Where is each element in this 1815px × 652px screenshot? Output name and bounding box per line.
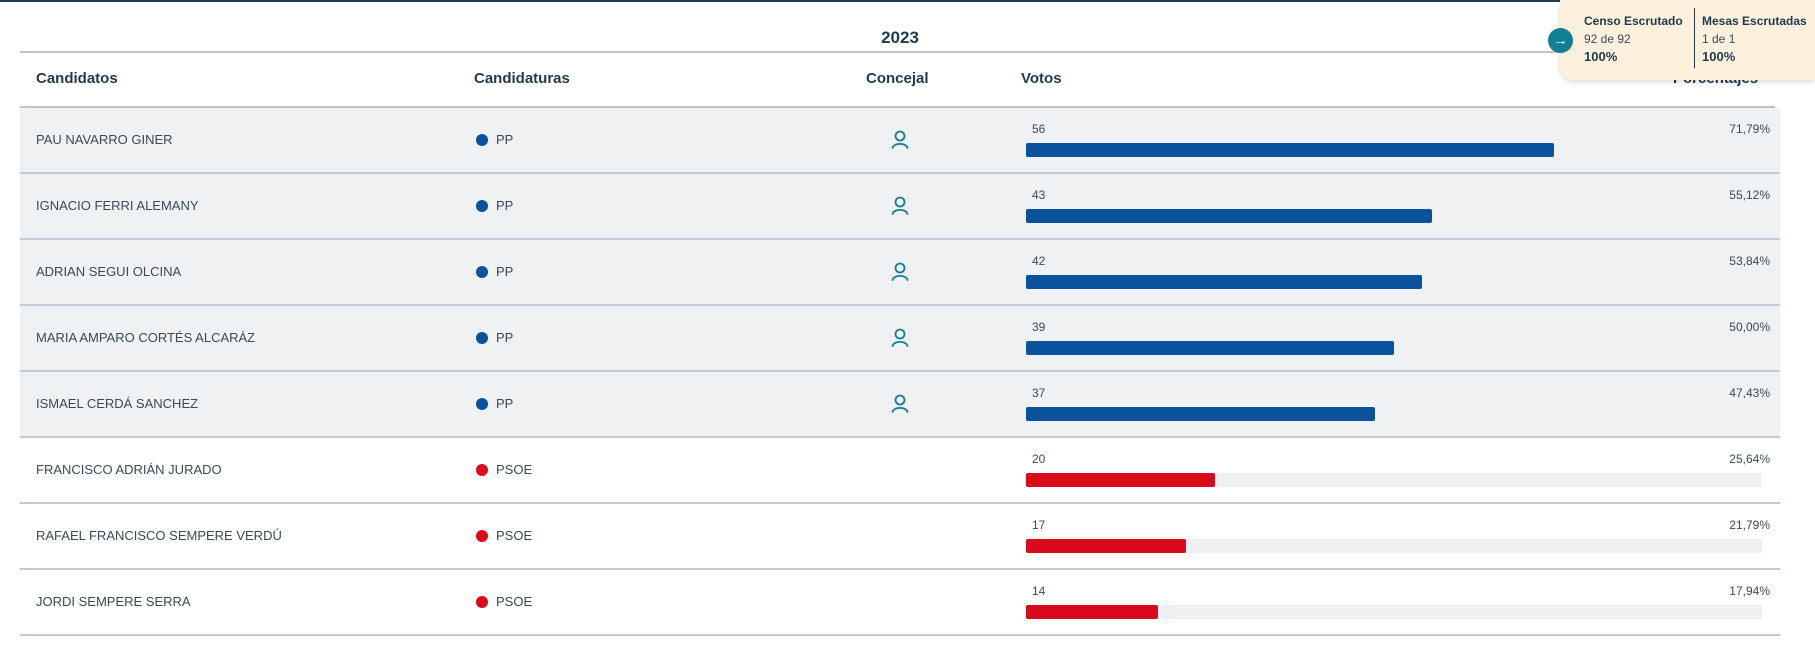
scrutiny-panel: → Censo Escrutado 92 de 92 100% Mesas Es… [1548,0,1815,80]
vote-bar-track [1026,605,1762,619]
party-name: PSOE [496,462,533,477]
table-row: RAFAEL FRANCISCO SEMPERE VERDÚ PSOE 17 21,7… [20,504,1780,570]
vote-count: 56 [1032,122,1046,136]
mesas-title: Mesas Escrutadas [1702,14,1807,28]
party-cell: PP [476,198,513,213]
vote-bar [1026,407,1375,421]
party-cell: PP [476,396,513,411]
vote-count: 42 [1032,254,1046,268]
top-border [0,0,1815,2]
divider [20,51,1775,53]
party-cell: PP [476,132,513,147]
party-color-dot [476,397,488,410]
vote-count: 20 [1032,452,1046,466]
vote-percentage: 47,43% [1729,386,1770,400]
party-name: PP [496,396,514,411]
party-cell: PSOE [476,594,532,609]
vote-bar-track [1026,275,1762,289]
table-row: IGNACIO FERRI ALEMANY PP 43 55,12% [20,174,1780,240]
party-cell: PP [476,330,513,345]
vote-count: 43 [1032,188,1046,202]
party-color-dot [476,595,488,608]
vote-bar-track [1026,407,1762,421]
candidate-name: IGNACIO FERRI ALEMANY [36,198,199,213]
vote-percentage: 53,84% [1729,254,1770,268]
candidate-name: MARIA AMPARO CORTÉS ALCARÁZ [36,330,256,345]
candidate-name: RAFAEL FRANCISCO SEMPERE VERDÚ [36,528,282,543]
vote-bar [1026,605,1158,619]
header-concejal: Concejal [866,70,929,87]
header-votos: Votos [1021,70,1062,87]
vote-percentage: 17,94% [1729,584,1770,598]
vote-bar [1026,341,1394,355]
table-row: PAU NAVARRO GINER PP 56 71,79% [20,108,1780,174]
vote-bar [1026,539,1186,553]
candidate-name: ISMAEL CERDÁ SANCHEZ [36,396,199,411]
censo-count: 92 de 92 [1584,32,1631,46]
table-row: MARIA AMPARO CORTÉS ALCARÁZ PP 39 50,00% [20,306,1780,372]
header-candidatos: Candidatos [36,70,118,87]
candidate-name: FRANCISCO ADRIÁN JURADO [36,462,222,477]
mesas-percent: 100% [1702,49,1736,64]
vote-bar-track [1026,341,1762,355]
censo-percent: 100% [1584,49,1618,64]
vote-count: 17 [1032,518,1046,532]
vote-bar [1026,275,1422,289]
party-name: PSOE [496,528,533,543]
results-table: 2023 Candidatos Candidaturas Concejal Vo… [20,2,1780,652]
candidate-name: JORDI SEMPERE SERRA [36,594,191,609]
vote-bar [1026,209,1432,223]
header-candidaturas: Candidaturas [474,70,570,87]
table-row: ADRIAN SEGUI OLCINA PP 42 53,84% [20,240,1780,306]
party-color-dot [476,199,488,212]
mesas-count: 1 de 1 [1702,32,1736,46]
vote-bar-track [1026,473,1762,487]
vote-percentage: 25,64% [1729,452,1770,466]
party-cell: PP [476,264,513,279]
candidate-name: ADRIAN SEGUI OLCINA [36,264,182,279]
vote-bar-track [1026,143,1762,157]
vote-count: 37 [1032,386,1046,400]
censo-title: Censo Escrutado [1584,14,1683,28]
person-icon [890,261,910,283]
vote-count: 39 [1032,320,1046,334]
party-cell: PSOE [476,462,532,477]
party-name: PP [496,330,514,345]
party-color-dot [476,133,488,146]
person-icon [890,129,910,151]
party-color-dot [476,463,488,476]
person-icon [890,327,910,349]
person-icon [890,393,910,415]
table-row: FRANCISCO ADRIÁN JURADO PSOE 20 25,64% [20,438,1780,504]
vote-percentage: 71,79% [1729,122,1770,136]
vote-bar-track [1026,539,1762,553]
table-row: JORDI SEMPERE SERRA PSOE 14 17,94% [20,570,1780,636]
party-color-dot [476,331,488,344]
vote-count: 14 [1032,584,1046,598]
vote-bar [1026,473,1215,487]
party-cell: PSOE [476,528,532,543]
vote-bar-track [1026,209,1762,223]
person-icon [890,195,910,217]
party-color-dot [476,265,488,278]
candidate-name: PAU NAVARRO GINER [36,132,173,147]
divider [1694,8,1695,68]
year-heading: 2023 [881,28,919,47]
vote-percentage: 50,00% [1729,320,1770,334]
arrow-right-icon[interactable]: → [1548,28,1573,53]
table-body: PAU NAVARRO GINER PP 56 71,79% IGNACIO FERRI… [20,108,1780,636]
party-name: PP [496,132,514,147]
divider [20,106,1775,108]
party-name: PP [496,198,514,213]
vote-bar [1026,143,1554,157]
party-color-dot [476,529,488,542]
vote-percentage: 55,12% [1729,188,1770,202]
censo-block: Censo Escrutado 92 de 92 100% [1584,14,1683,64]
mesas-block: Mesas Escrutadas 1 de 1 100% [1702,14,1807,64]
vote-percentage: 21,79% [1729,518,1770,532]
party-name: PSOE [496,594,533,609]
table-row: ISMAEL CERDÁ SANCHEZ PP 37 47,43% [20,372,1780,438]
party-name: PP [496,264,514,279]
